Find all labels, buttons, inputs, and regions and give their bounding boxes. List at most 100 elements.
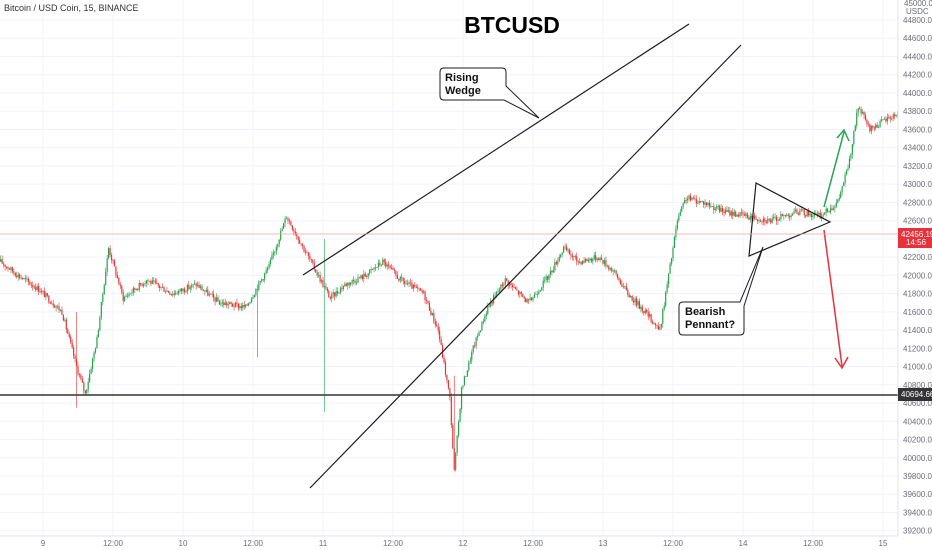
bearish-pennant-triangle[interactable] [748,182,832,257]
candle-body [663,305,665,310]
candle-body [633,300,635,303]
candle-body [608,265,610,270]
candle-body [649,314,651,317]
candle-body [879,121,881,128]
candle-body [535,294,537,296]
gridlines [0,0,898,536]
candle-body [191,284,193,288]
candle-body [735,211,737,217]
candle-body [116,275,118,278]
candle-body [729,210,731,216]
bullish-breakout-arrow-line[interactable] [823,131,845,208]
candle-body [217,297,219,302]
candle-body [850,154,852,159]
time-tick-label: 9 [41,539,46,548]
candle-body [65,319,67,330]
rising-wedge-callout[interactable] [439,67,540,119]
price-axis[interactable]: 39200.00 39400.00 39600.00 39800.00 40000.00… [903,16,932,536]
candle-body [519,292,521,295]
candle-body [361,275,363,279]
candle-body [641,306,643,312]
candle-body [230,302,232,304]
candle-body [819,212,821,219]
candle-body [806,210,808,217]
candle-body [433,312,435,322]
candle-body [682,203,684,207]
bullish-breakout-arrow-head [836,128,850,142]
candle-body [360,275,362,279]
candle-body [417,287,419,289]
candle-body [834,206,836,209]
candle-body [579,261,581,263]
candle-body [529,297,531,300]
candle-body [1,259,3,264]
bearish-breakdown-arrow-head [834,356,849,370]
candle-body [363,273,365,279]
candle-body [211,294,213,295]
candle-body [415,287,417,288]
candle-body [288,220,291,222]
candle-body [357,277,359,283]
candle-body [780,214,782,220]
candle-body [651,321,654,324]
time-axis[interactable]: 9 12:00 10 12:00 11 12:00 12 12:00 13 12:00 14 12:0… [41,539,888,548]
candle-body [166,290,168,292]
candle-body [507,280,509,286]
candle-body [26,278,28,280]
candle-body [264,273,266,280]
time-tick-label: 12:00 [803,539,824,548]
candle-body [631,296,633,301]
candle-body [713,206,715,210]
candle-body [118,277,120,285]
candle-body [704,202,706,205]
rising-wedge-upper-line[interactable] [302,23,690,276]
time-tick-label: 12:00 [243,539,264,548]
candle-body [277,244,279,248]
candle-body [754,215,756,220]
candle-body [278,239,280,245]
candle-body [43,291,46,298]
candle-body [143,284,145,286]
candle-body [669,263,671,274]
candle-body [329,297,331,299]
candle-body [138,282,140,290]
candle-body [113,260,116,267]
candle-body [452,425,454,449]
candle-body [638,301,641,309]
bearish-pennant-callout[interactable] [678,246,764,336]
candle-body [300,243,302,245]
candle-body [560,254,562,257]
bearish-breakdown-arrow-line[interactable] [823,229,843,367]
candle-body [458,421,460,436]
candle-body [552,270,555,273]
time-tick-label: 12:00 [663,539,684,548]
candle-body [513,287,515,288]
candle-body [700,200,702,202]
candle-body [894,114,896,117]
candle-body [373,267,375,270]
candle-body [52,303,54,306]
candle-body [724,209,727,214]
candle-body [70,336,72,343]
candle-body [90,368,92,374]
candle-body [351,280,353,283]
candle-body [358,277,361,279]
candle-body [487,306,489,314]
candle-body [736,214,738,217]
candle-body [717,205,719,207]
candle-body [765,222,767,223]
candle-body [8,268,11,270]
rising-wedge-lower-line[interactable] [309,44,742,489]
candle-body [803,209,805,216]
candle-body [749,216,751,220]
candle-body [596,258,598,261]
candle-body [344,283,346,287]
candle-body [331,294,333,299]
candle-body [150,280,152,284]
candle-body [611,267,613,272]
candle-body [202,290,205,292]
candle-body [495,292,498,295]
price-tick-label: 43400.00 [903,144,932,153]
candle-body [673,236,676,248]
